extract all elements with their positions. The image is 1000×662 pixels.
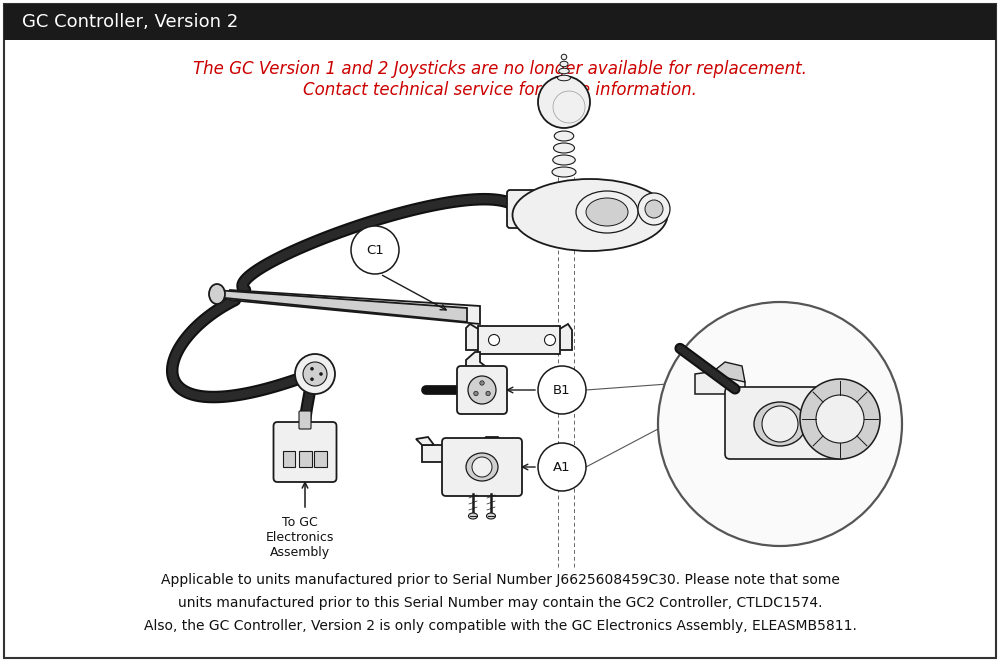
Polygon shape xyxy=(215,290,467,322)
Circle shape xyxy=(295,354,335,394)
Circle shape xyxy=(351,226,399,274)
Polygon shape xyxy=(710,362,745,382)
FancyBboxPatch shape xyxy=(274,422,336,482)
Polygon shape xyxy=(695,369,745,394)
Ellipse shape xyxy=(558,75,570,81)
Ellipse shape xyxy=(754,402,806,446)
Circle shape xyxy=(303,362,327,386)
Polygon shape xyxy=(416,437,434,445)
Text: A1: A1 xyxy=(553,461,571,473)
Polygon shape xyxy=(422,445,446,462)
Text: To GC
Electronics
Assembly: To GC Electronics Assembly xyxy=(266,516,334,559)
Circle shape xyxy=(310,367,314,371)
Circle shape xyxy=(486,391,490,396)
Polygon shape xyxy=(230,290,480,324)
Polygon shape xyxy=(466,324,480,350)
Ellipse shape xyxy=(576,191,638,233)
FancyBboxPatch shape xyxy=(725,387,845,459)
Circle shape xyxy=(310,377,314,381)
Ellipse shape xyxy=(209,284,225,304)
Ellipse shape xyxy=(512,179,668,251)
Ellipse shape xyxy=(466,453,498,481)
Circle shape xyxy=(468,376,496,404)
Circle shape xyxy=(538,443,586,491)
Circle shape xyxy=(538,76,590,128)
Ellipse shape xyxy=(554,143,574,153)
Text: C1: C1 xyxy=(366,244,384,256)
Circle shape xyxy=(474,391,478,396)
Circle shape xyxy=(472,457,492,477)
FancyBboxPatch shape xyxy=(298,451,312,467)
FancyBboxPatch shape xyxy=(314,451,327,467)
Text: Contact technical service for more information.: Contact technical service for more infor… xyxy=(303,81,697,99)
Text: B1: B1 xyxy=(553,383,571,397)
Circle shape xyxy=(816,395,864,443)
Ellipse shape xyxy=(554,131,574,141)
FancyBboxPatch shape xyxy=(299,411,311,429)
Text: Applicable to units manufactured prior to Serial Number J6625608459C30. Please n: Applicable to units manufactured prior t… xyxy=(161,573,839,587)
Ellipse shape xyxy=(559,68,569,73)
Text: units manufactured prior to this Serial Number may contain the GC2 Controller, C: units manufactured prior to this Serial … xyxy=(178,596,822,610)
Circle shape xyxy=(544,334,556,346)
Ellipse shape xyxy=(553,155,575,165)
Text: The GC Version 1 and 2 Joysticks are no longer available for replacement.: The GC Version 1 and 2 Joysticks are no … xyxy=(193,60,807,78)
Ellipse shape xyxy=(560,62,568,67)
Text: Also, the GC Controller, Version 2 is only compatible with the GC Electronics As: Also, the GC Controller, Version 2 is on… xyxy=(144,619,856,633)
FancyBboxPatch shape xyxy=(283,451,295,467)
Circle shape xyxy=(800,379,880,459)
FancyBboxPatch shape xyxy=(457,366,507,414)
Ellipse shape xyxy=(561,54,567,60)
FancyBboxPatch shape xyxy=(478,326,560,354)
Polygon shape xyxy=(558,324,572,350)
Ellipse shape xyxy=(586,198,628,226)
Circle shape xyxy=(638,193,670,225)
Circle shape xyxy=(480,381,484,385)
Ellipse shape xyxy=(486,513,496,519)
Polygon shape xyxy=(466,352,485,374)
Circle shape xyxy=(658,302,902,546)
Bar xyxy=(4,4,996,40)
FancyBboxPatch shape xyxy=(442,438,522,496)
Ellipse shape xyxy=(552,167,576,177)
Ellipse shape xyxy=(469,513,478,519)
Circle shape xyxy=(538,366,586,414)
Polygon shape xyxy=(478,437,504,445)
Circle shape xyxy=(762,406,798,442)
Text: GC Controller, Version 2: GC Controller, Version 2 xyxy=(22,13,238,30)
Circle shape xyxy=(319,372,323,376)
Circle shape xyxy=(645,200,663,218)
FancyBboxPatch shape xyxy=(507,190,541,228)
Circle shape xyxy=(488,334,500,346)
